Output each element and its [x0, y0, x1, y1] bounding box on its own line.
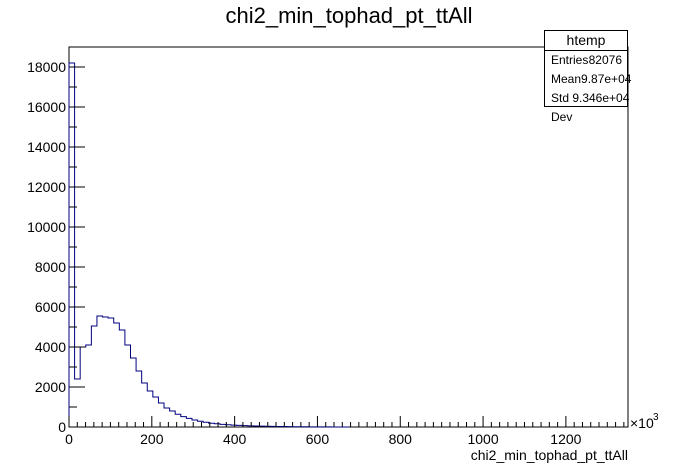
y-axis: 0 2000 4000 6000 8000 10000 12000 14000 16000 180… [27, 46, 85, 435]
y-tick-label: 16000 [27, 99, 66, 115]
x-axis-title: chi2_min_tophad_pt_ttAll [471, 447, 628, 463]
histogram-bin [91, 326, 97, 427]
histogram-bin [170, 411, 176, 427]
histogram-bin [119, 330, 125, 427]
y-tick-label: 8000 [35, 259, 66, 275]
x-axis: 0 200 400 600 800 1000 1200 [65, 416, 625, 447]
x-tick-label: 200 [140, 431, 164, 447]
y-tick-label: 6000 [35, 299, 66, 315]
x-tick-label: 0 [65, 431, 73, 447]
histogram-bin [86, 345, 92, 427]
y-tick-label: 2000 [35, 379, 66, 395]
stats-mean-label: Mean [551, 72, 582, 86]
histogram-bin [153, 397, 159, 427]
histogram-bars [68, 62, 349, 428]
histogram-outline [68, 62, 349, 428]
y-tick-label: 18000 [27, 59, 66, 75]
stats-mean-value: 9.87e+04 [581, 72, 632, 86]
histogram-bin [158, 403, 164, 427]
y-tick-label: 4000 [35, 339, 66, 355]
histogram-bin [103, 317, 109, 427]
histogram-bin [97, 316, 103, 427]
stats-title: htemp [545, 31, 627, 51]
y-tick-label: 0 [58, 419, 66, 435]
stats-stddev-value: 9.346e+04 [572, 91, 630, 105]
histogram-bin [142, 383, 148, 427]
y-tick-label: 10000 [27, 219, 66, 235]
histogram-bin [175, 414, 181, 427]
histogram-bin [75, 379, 81, 427]
x-tick-label: 400 [223, 431, 247, 447]
histogram-bin [198, 421, 204, 427]
histogram-bin [114, 323, 120, 427]
histogram-bin [130, 358, 136, 427]
x-tick-label: 1200 [550, 431, 581, 447]
x-tick-label: 800 [389, 431, 413, 447]
chart-title: chi2_min_tophad_pt_ttAll [225, 3, 472, 28]
histogram-bin [181, 417, 187, 427]
histogram-bin [69, 63, 75, 427]
stats-row-stddev: Std Dev 9.346e+04 [545, 89, 630, 124]
histogram-bin [203, 422, 209, 427]
stats-box: htemp Entries 82076 Mean 9.87e+04 Std De… [544, 30, 631, 124]
stats-row-entries: Entries 82076 [545, 51, 627, 70]
y-tick-label: 12000 [27, 179, 66, 195]
histogram-bin [108, 318, 114, 427]
stats-row-mean: Mean 9.87e+04 [545, 70, 631, 89]
histogram-bin [125, 345, 131, 427]
stats-entries-label: Entries [551, 53, 589, 67]
histogram-bin [186, 418, 192, 427]
stats-entries-value: 82076 [588, 53, 622, 67]
stats-stddev-label: Std Dev [551, 91, 573, 124]
y-tick-label: 14000 [27, 139, 66, 155]
x-multiplier-label: ×10 [630, 415, 654, 431]
x-tick-label: 1000 [467, 431, 498, 447]
histogram-bin [136, 371, 142, 427]
x-multiplier-exponent: 3 [653, 412, 659, 423]
x-tick-label: 600 [306, 431, 330, 447]
